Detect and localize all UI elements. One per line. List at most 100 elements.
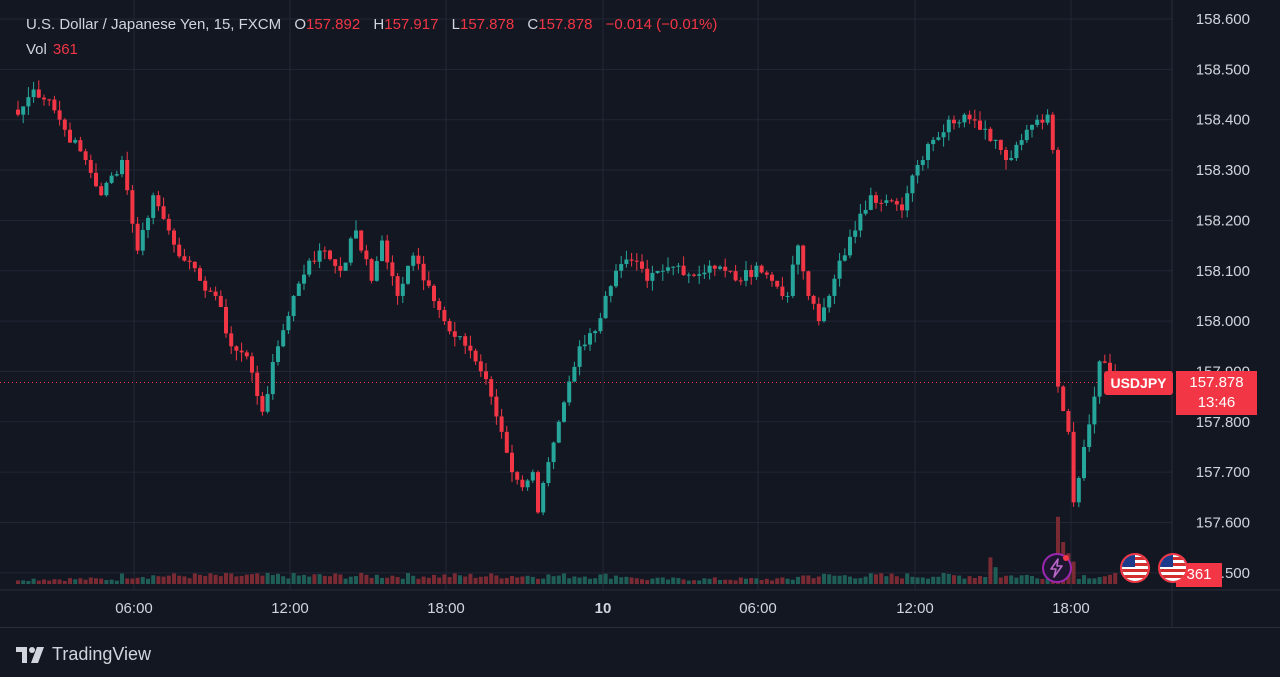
candle-body — [707, 265, 712, 273]
candle-body — [676, 265, 681, 267]
tradingview-logo[interactable]: TradingView — [16, 644, 151, 665]
candle-body — [780, 286, 785, 297]
candle-body — [842, 255, 847, 261]
candle-body — [99, 186, 104, 196]
volume-bar — [1030, 575, 1034, 584]
volume-bar — [780, 577, 785, 584]
candle-body — [338, 265, 343, 271]
candle-body — [952, 119, 956, 124]
volume-bar — [484, 576, 488, 584]
volume-bar — [348, 576, 353, 584]
volume-bar — [192, 573, 197, 584]
time-tick-label: 12:00 — [896, 600, 934, 617]
candle-body — [177, 244, 182, 257]
candle-body — [1061, 386, 1066, 412]
volume-bar — [400, 578, 405, 584]
candle-body — [1108, 362, 1112, 372]
candle-body — [827, 295, 832, 308]
volume-bar — [452, 573, 457, 584]
volume-bar — [978, 575, 982, 584]
volume-bar — [822, 573, 826, 584]
volume-bar — [62, 580, 67, 584]
candle-body — [442, 309, 447, 322]
candle-body — [265, 394, 270, 412]
candle-body — [848, 236, 852, 256]
candle-body — [1076, 478, 1081, 503]
volume-bar — [68, 578, 72, 584]
symbol-title[interactable]: U.S. Dollar / Japanese Yen, 15, FXCM — [26, 16, 282, 33]
lightning-icon[interactable] — [1042, 553, 1072, 583]
volume-bar — [364, 574, 369, 584]
candle-body — [972, 119, 977, 121]
candle-body — [317, 250, 322, 262]
volume-bar — [697, 580, 702, 584]
volume-bar — [692, 580, 696, 584]
price-tick-label: 158.300 — [1196, 162, 1250, 179]
volume-bar — [801, 575, 806, 584]
candle-body — [764, 272, 769, 275]
candle-body — [874, 195, 878, 203]
volume-bar — [250, 574, 254, 584]
candle-body — [213, 291, 218, 296]
volume-bar — [208, 573, 213, 584]
volume-bar — [369, 578, 374, 584]
volume-bar — [640, 579, 644, 584]
volume-bar — [385, 577, 390, 584]
us-flag-icon[interactable] — [1120, 553, 1150, 583]
volume-bar — [1113, 573, 1118, 584]
candle-body — [894, 201, 899, 205]
tradingview-logo-icon — [16, 646, 44, 663]
candle-body — [567, 381, 572, 403]
candle-body — [915, 165, 920, 176]
volume-bar — [863, 576, 868, 584]
candle-body — [920, 160, 925, 166]
candle-body — [759, 265, 764, 273]
volume-label[interactable]: Vol — [26, 41, 47, 58]
candle-body — [1066, 411, 1071, 432]
volume-bar — [972, 577, 977, 584]
volume-bar — [416, 578, 421, 584]
candle-body — [270, 361, 275, 395]
volume-bar — [1097, 577, 1102, 584]
candlestick-chart[interactable]: 158.600 158.500 158.400 158.300 158.200 158.1… — [0, 0, 1280, 627]
open-label: O — [294, 16, 306, 33]
candle-body — [520, 479, 525, 488]
volume-bar — [1009, 575, 1014, 584]
candle-body — [135, 223, 140, 251]
candle-body — [1014, 144, 1019, 159]
volume-bar — [582, 576, 587, 584]
us-flag-icon[interactable] — [1158, 553, 1188, 583]
candle-body — [494, 396, 499, 417]
bar-countdown: 13:46 — [1197, 394, 1236, 411]
volume-bar — [957, 575, 962, 584]
candle-body — [879, 202, 884, 204]
candle-body — [463, 336, 468, 346]
volume-bar — [515, 577, 520, 584]
volume-bar — [759, 579, 764, 584]
volume-bar — [733, 580, 738, 584]
volume-bar — [78, 578, 83, 584]
candle-body — [702, 272, 707, 275]
candle-body — [993, 139, 998, 141]
volume-bar — [255, 573, 260, 584]
volume-bar — [83, 579, 88, 584]
candle-body — [333, 259, 338, 266]
candle-body — [364, 250, 369, 260]
candle-body — [218, 295, 223, 307]
candle-body — [790, 264, 795, 296]
volume-bar — [333, 573, 338, 584]
volume-bar — [983, 577, 988, 584]
volume-bar — [790, 579, 795, 584]
volume-bar — [650, 578, 655, 584]
candle-body — [296, 283, 301, 296]
volume-bar — [744, 578, 748, 584]
volume-bar — [556, 575, 561, 584]
volume-bar — [894, 576, 899, 584]
volume-bar — [889, 573, 894, 584]
candle-body — [161, 206, 166, 219]
candle-body — [354, 230, 358, 239]
volume-bar — [473, 577, 478, 584]
volume-bar — [218, 576, 223, 584]
candle-body — [31, 89, 36, 98]
